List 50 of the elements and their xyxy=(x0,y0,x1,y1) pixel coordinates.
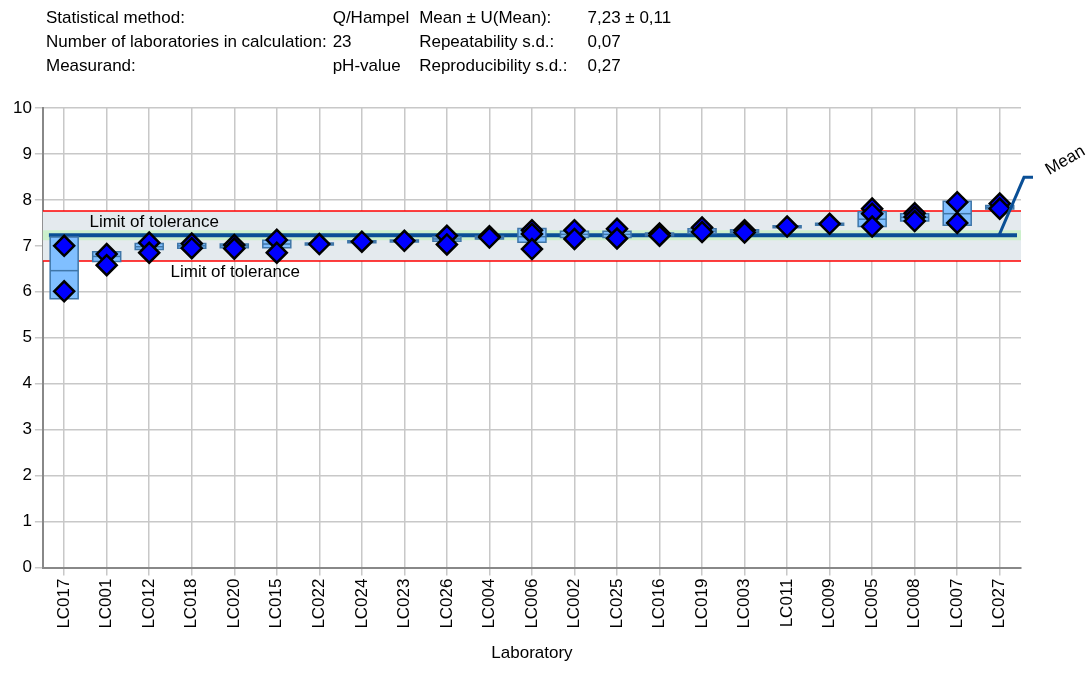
x-tick-label: LC023 xyxy=(394,578,414,629)
x-axis-title: Laboratory xyxy=(491,643,574,663)
text: Q/Hampel xyxy=(332,7,410,29)
x-tick-label: LC001 xyxy=(96,578,116,629)
x-tick-label: LC009 xyxy=(819,578,839,629)
x-tick-label: LC005 xyxy=(861,578,881,629)
y-tick-label: 7 xyxy=(22,235,32,255)
text: Number of laboratories in calculation: xyxy=(46,31,327,53)
text: 0,27 xyxy=(587,55,622,77)
ref-line-label: Limit of tolerance xyxy=(170,262,300,282)
x-tick-label: LC004 xyxy=(479,578,499,629)
y-tick-label: 5 xyxy=(22,327,32,347)
y-tick-label: 1 xyxy=(22,511,32,531)
y-tick-label: 8 xyxy=(22,189,32,209)
x-tick-label: LC019 xyxy=(691,578,711,629)
y-tick-label: 0 xyxy=(22,557,32,577)
y-tick-label: 2 xyxy=(22,465,32,485)
text: Mean ± U(Mean): xyxy=(419,7,553,29)
x-tick-label: LC025 xyxy=(606,578,626,629)
x-tick-label: LC011 xyxy=(776,578,796,628)
x-tick-label: LC026 xyxy=(436,578,456,629)
ref-line-label: Limit of tolerance xyxy=(89,212,219,232)
x-tick-label: LC008 xyxy=(904,578,924,629)
x-tick-label: LC006 xyxy=(521,578,541,629)
x-tick-label: LC018 xyxy=(181,578,201,629)
text: Reproducibility s.d.: xyxy=(419,55,568,77)
x-tick-label: LC016 xyxy=(649,578,669,629)
text: 7,23 ± 0,11 xyxy=(587,7,672,29)
x-tick-label: LC027 xyxy=(989,578,1009,629)
x-tick-label: LC022 xyxy=(309,578,329,629)
x-tick-label: LC015 xyxy=(266,578,286,629)
x-tick-label: LC017 xyxy=(53,578,73,629)
text: Measurand: xyxy=(46,55,137,77)
x-tick-label: LC007 xyxy=(946,578,966,629)
y-tick-label: 4 xyxy=(22,373,32,393)
text: Statistical method: xyxy=(46,7,186,29)
x-tick-label: LC020 xyxy=(223,578,243,629)
x-tick-label: LC012 xyxy=(138,578,158,629)
text: 0,07 xyxy=(587,31,622,53)
x-tick-label: LC003 xyxy=(734,578,754,629)
x-tick-label: LC002 xyxy=(564,578,584,629)
y-tick-label: 10 xyxy=(12,97,32,117)
x-tick-label: LC024 xyxy=(351,578,371,629)
y-tick-label: 9 xyxy=(22,143,32,163)
y-tick-label: 3 xyxy=(22,419,32,439)
text: 23 xyxy=(332,31,353,53)
text: Repeatability s.d.: xyxy=(419,31,556,53)
text: pH-value xyxy=(332,55,402,77)
y-tick-label: 6 xyxy=(22,281,32,301)
ref-line-label: Mean xyxy=(1041,141,1089,179)
